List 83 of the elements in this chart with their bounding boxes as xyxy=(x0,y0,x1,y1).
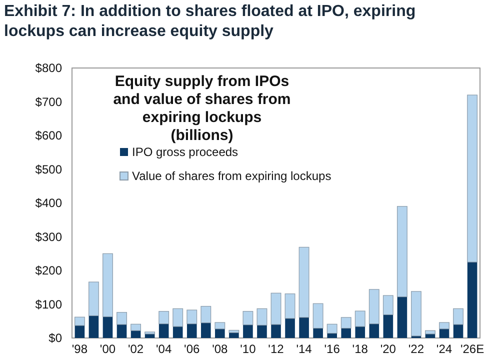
y-tick-label: $500 xyxy=(35,162,62,176)
x-tick-label: '06 xyxy=(184,342,200,356)
bar xyxy=(298,246,310,318)
chart-title: Exhibit 7: In addition to shares floated at IPO, expiring lockups can increase equity supply xyxy=(4,3,416,40)
bar xyxy=(102,253,113,318)
bar xyxy=(228,330,240,333)
bar xyxy=(383,314,394,338)
bar xyxy=(284,293,296,319)
bar xyxy=(257,325,267,338)
x-tick-label: '98 xyxy=(72,342,88,356)
x-tick-label: '20 xyxy=(380,342,396,356)
bar xyxy=(172,326,183,338)
x-tick-label: '02 xyxy=(128,342,144,356)
bar xyxy=(397,296,408,338)
bar xyxy=(172,308,184,327)
bar xyxy=(144,332,156,334)
bar xyxy=(271,324,281,338)
legend-label: Value of shares from expiring lockups xyxy=(132,169,332,183)
bar xyxy=(354,310,366,327)
x-tick-label: '22 xyxy=(408,342,424,356)
bar xyxy=(130,324,141,331)
bar xyxy=(312,303,324,329)
bar xyxy=(256,308,268,326)
bar xyxy=(158,324,169,338)
text: Equity supply from IPOs and value of shares from expiring lockups (billions) xyxy=(113,73,291,144)
bar xyxy=(453,308,464,325)
legend-label: IPO gross proceeds xyxy=(132,145,238,159)
x-tick-label: '04 xyxy=(156,342,172,356)
bar xyxy=(341,328,352,338)
y-tick-label: $700 xyxy=(35,94,62,109)
bar xyxy=(299,317,309,338)
x-tick-label: '14 xyxy=(296,342,312,356)
y-tick-label: $600 xyxy=(35,128,62,143)
bar xyxy=(214,322,226,330)
bar xyxy=(74,316,85,326)
y-tick-label: $800 xyxy=(35,61,62,76)
bar xyxy=(116,324,127,338)
y-tick-label: $300 xyxy=(35,230,62,244)
x-tick-label: '12 xyxy=(268,342,284,356)
bar xyxy=(186,324,197,338)
bar xyxy=(130,330,141,338)
bar xyxy=(368,289,380,324)
bar xyxy=(439,322,450,330)
x-tick-label: '26E xyxy=(460,342,484,356)
bar xyxy=(411,291,422,336)
x-tick-label: '00 xyxy=(100,342,116,356)
bar xyxy=(186,310,198,324)
bar xyxy=(74,326,85,338)
bar xyxy=(158,311,170,324)
bar xyxy=(229,332,239,338)
x-tick-label: '10 xyxy=(240,342,256,356)
bar xyxy=(285,318,295,338)
bar xyxy=(467,94,478,262)
bar xyxy=(369,324,380,338)
x-tick-label: '18 xyxy=(352,342,368,356)
bar xyxy=(200,306,212,324)
bar xyxy=(215,328,225,338)
bar xyxy=(313,328,323,338)
bar xyxy=(102,316,113,338)
bar xyxy=(439,328,450,338)
bar xyxy=(340,317,352,329)
y-tick-label: $100 xyxy=(35,297,62,312)
bar xyxy=(88,282,99,316)
bar xyxy=(242,311,254,326)
bar xyxy=(326,324,338,334)
x-tick-label: '08 xyxy=(212,342,228,356)
x-tick-label: '16 xyxy=(324,342,340,356)
bar xyxy=(243,324,253,338)
y-tick-label: $0 xyxy=(48,331,62,346)
bar xyxy=(116,312,127,325)
bar xyxy=(396,206,408,298)
bar xyxy=(355,326,366,338)
x-tick-label: '24 xyxy=(436,342,452,356)
bar xyxy=(467,262,478,338)
bar xyxy=(453,324,464,338)
y-tick-label: $400 xyxy=(35,196,62,210)
y-tick-label: $200 xyxy=(35,264,62,278)
bar xyxy=(382,295,394,316)
bar xyxy=(425,330,436,334)
bar xyxy=(88,316,99,338)
bar xyxy=(200,322,211,338)
bar xyxy=(270,292,282,325)
bar xyxy=(327,333,337,338)
